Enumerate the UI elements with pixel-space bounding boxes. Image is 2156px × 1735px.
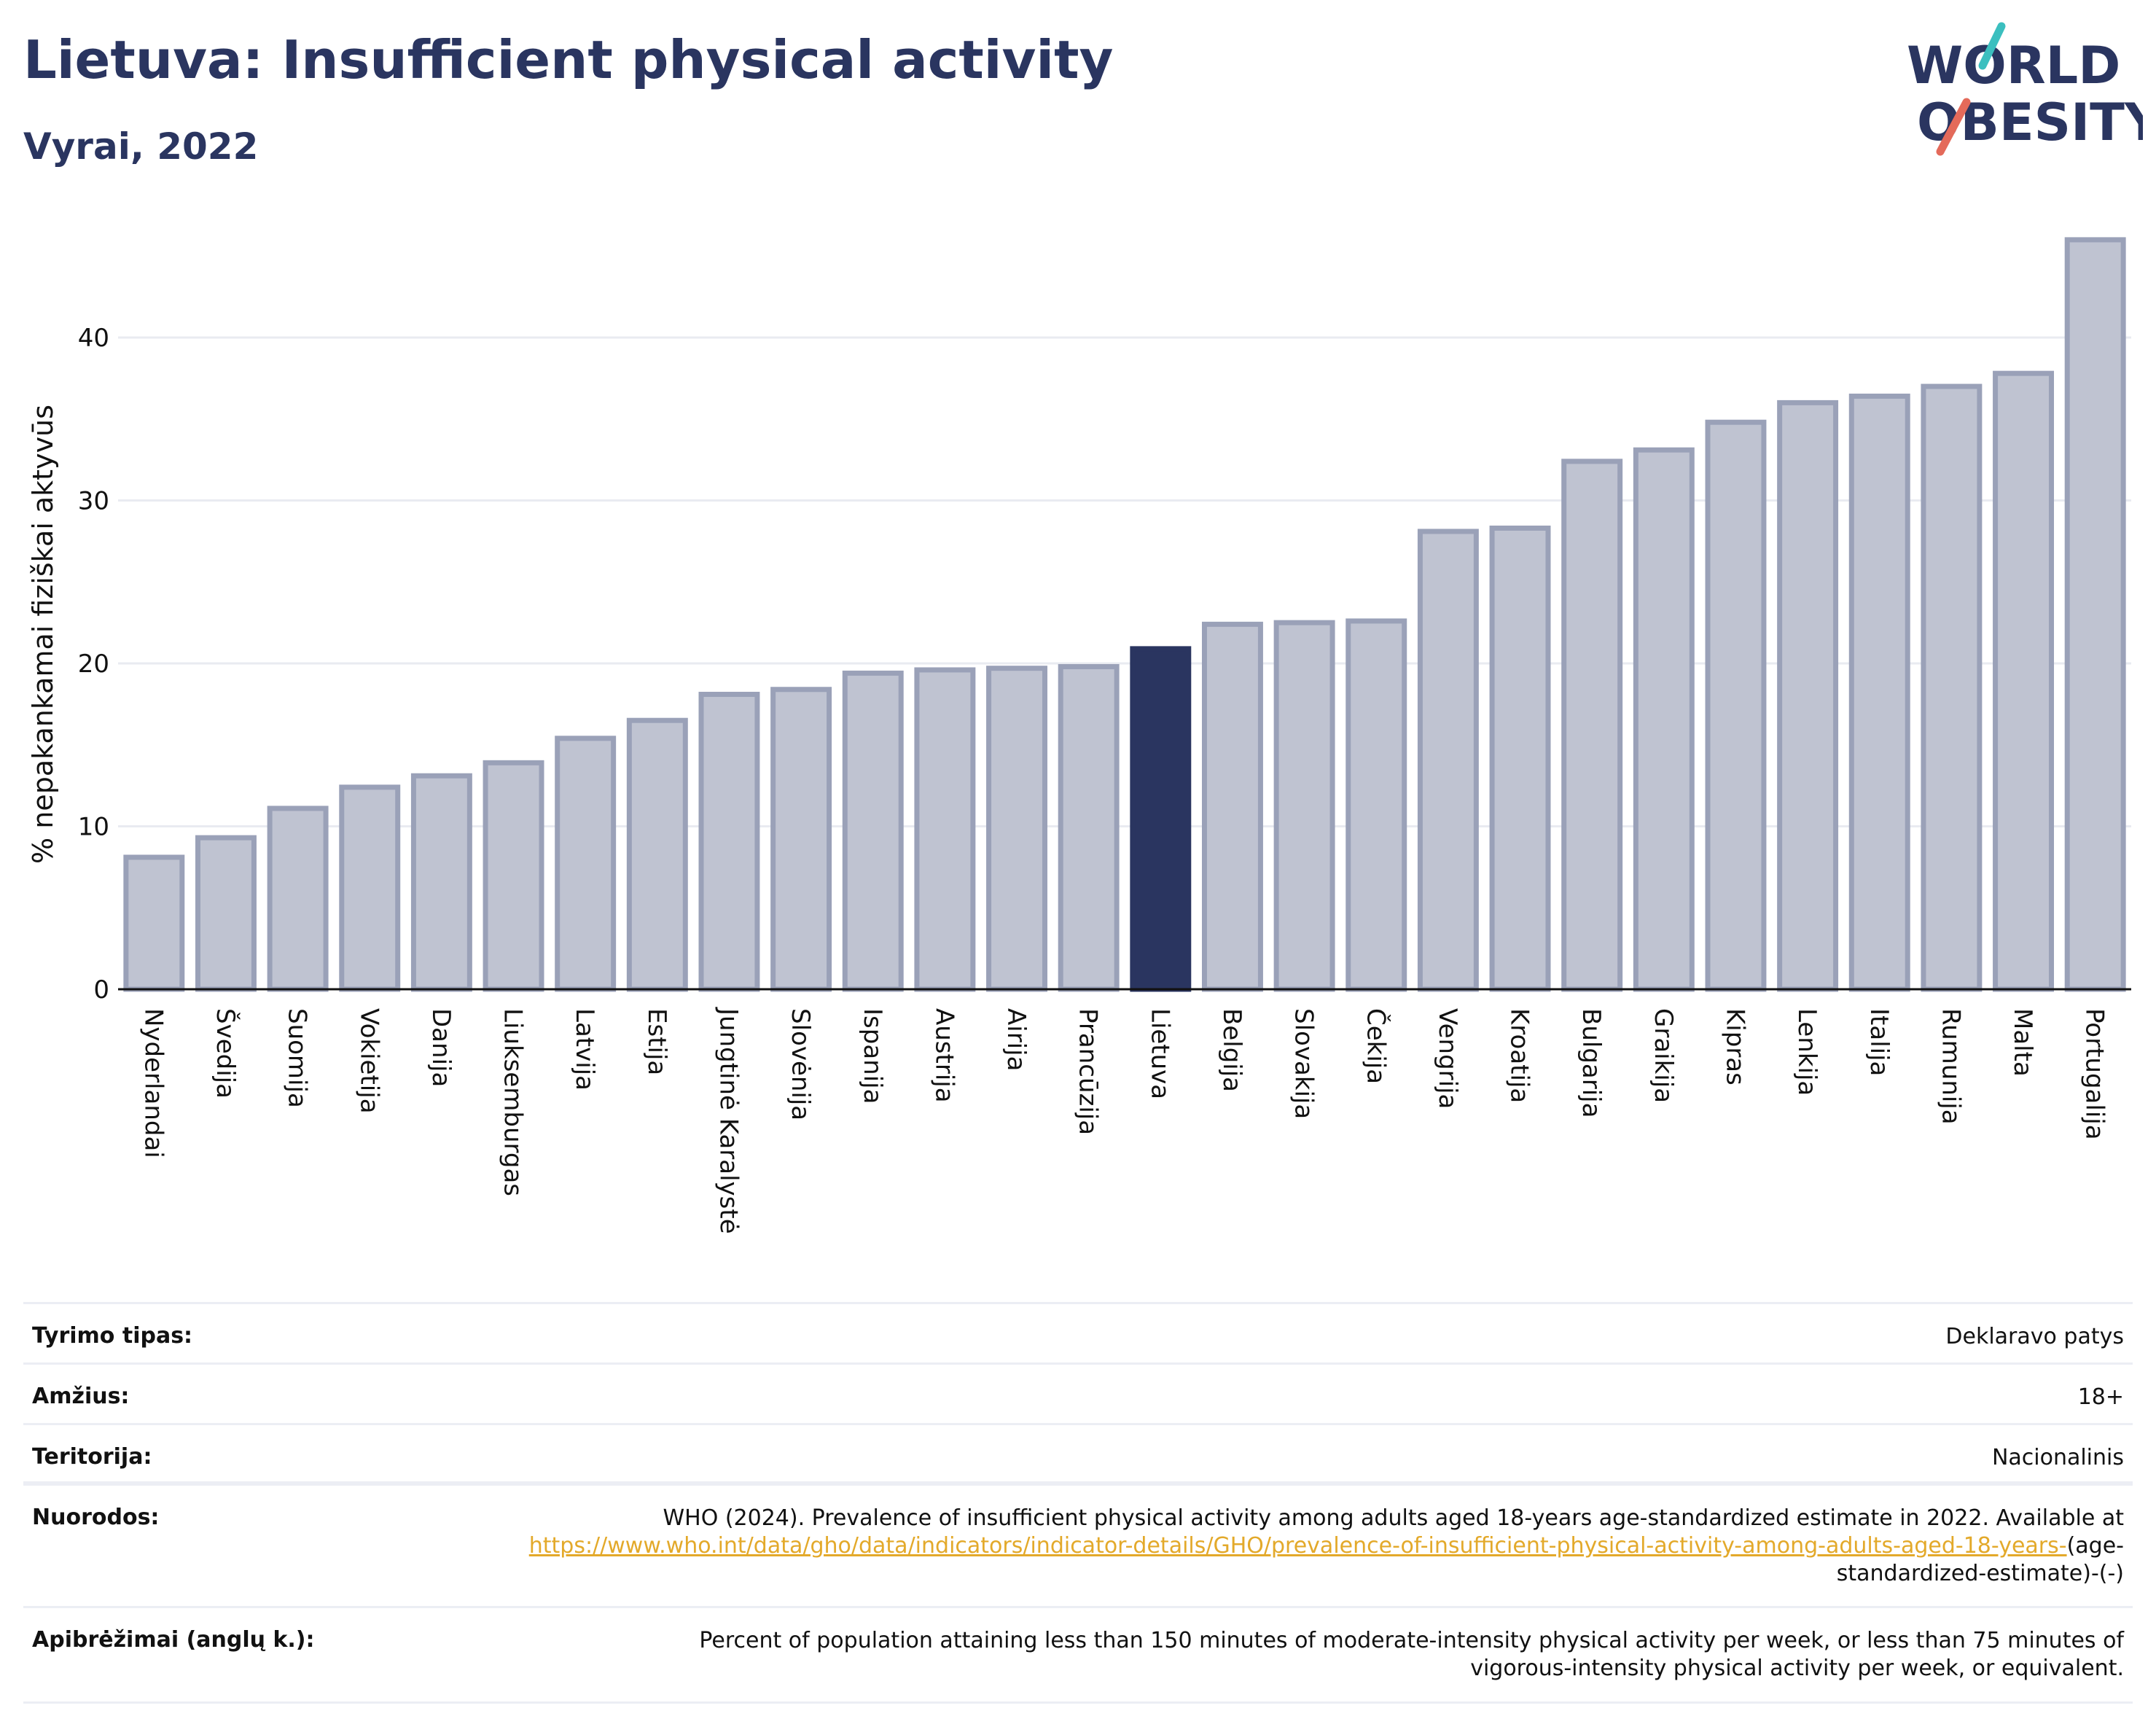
x-tick-label: Belgija bbox=[1217, 1008, 1246, 1092]
x-tick-label: Vokietija bbox=[354, 1008, 383, 1114]
x-tick-label: Portugalija bbox=[2080, 1008, 2109, 1140]
y-tick-label: 20 bbox=[78, 650, 109, 679]
references-suffix: (age-standardized-estimate)-(-) bbox=[1836, 1533, 2124, 1586]
x-tick-label: Slovėnija bbox=[786, 1008, 815, 1120]
x-tick-label: Latvija bbox=[570, 1008, 599, 1091]
meta-value: Nacionalinis bbox=[1991, 1445, 2124, 1470]
x-tick-label: Suomija bbox=[283, 1008, 312, 1108]
y-tick-label: 10 bbox=[78, 813, 109, 842]
bar bbox=[1201, 621, 1263, 992]
bar bbox=[1417, 529, 1479, 992]
x-tick-label: Švedija bbox=[211, 1008, 241, 1099]
page-title: Lietuva: Insufficient physical activity bbox=[23, 29, 1114, 90]
bar bbox=[483, 760, 544, 992]
x-tick-label: Slovakija bbox=[1289, 1008, 1319, 1119]
bar bbox=[626, 717, 688, 992]
bar bbox=[698, 691, 760, 992]
references-link[interactable]: https://www.who.int/data/gho/data/indica… bbox=[528, 1533, 2067, 1559]
y-axis-label: % nepakankamai fiziškai aktyvūs bbox=[27, 405, 59, 864]
x-tick-label: Ispanija bbox=[858, 1008, 887, 1104]
y-tick-label: 40 bbox=[78, 324, 109, 353]
bar bbox=[1777, 399, 1839, 992]
x-tick-label: Prancūzija bbox=[1074, 1008, 1103, 1135]
meta-row: Amžius: 18+ bbox=[23, 1362, 2133, 1423]
bar bbox=[1633, 447, 1695, 992]
label-layer: Nyderlandai Švedija Suomija Vokietija Danija… bbox=[138, 1007, 2109, 1234]
bar-chart: 0 10 20 30 40 Nyderlandai Švedija Suomija Vokie… bbox=[27, 237, 2131, 1234]
meta-row: Tyrimo tipas: Deklaravo patys bbox=[23, 1302, 2133, 1362]
meta-value: Deklaravo patys bbox=[1945, 1324, 2124, 1349]
x-tick-label: Lenkija bbox=[1792, 1008, 1821, 1096]
bar bbox=[1705, 419, 1767, 992]
x-tick-label: Graikija bbox=[1649, 1008, 1678, 1103]
x-tick-label: Austrija bbox=[929, 1008, 958, 1103]
meta-key: Apibrėžimai (anglų k.): bbox=[32, 1627, 315, 1653]
bar bbox=[1561, 459, 1623, 992]
bar bbox=[410, 773, 472, 992]
bar bbox=[1993, 370, 2055, 992]
metadata-table: Tyrimo tipas: Deklaravo patys Amžius: 18+ Te… bbox=[23, 1302, 2133, 1704]
bar bbox=[770, 687, 832, 992]
bar bbox=[1848, 393, 1910, 992]
x-tick-label: Kroatija bbox=[1505, 1008, 1534, 1103]
references-text: WHO (2024). Prevalence of insufficient p… bbox=[663, 1505, 2124, 1531]
meta-row: Teritorija: Nacionalinis bbox=[23, 1423, 2133, 1483]
logo-slash-bottom bbox=[1936, 98, 1971, 156]
bar bbox=[1058, 663, 1120, 992]
x-tick-label: Nyderlandai bbox=[138, 1008, 168, 1158]
meta-row-references: Nuorodos: WHO (2024). Prevalence of insu… bbox=[23, 1483, 2133, 1606]
bar-highlight bbox=[1130, 646, 1192, 992]
y-tick-label: 0 bbox=[93, 975, 109, 1005]
bar bbox=[123, 854, 185, 992]
x-tick-label: Vengrija bbox=[1433, 1008, 1462, 1109]
x-tick-label: Jungtinė Karalystė bbox=[714, 1007, 743, 1234]
meta-key: Nuorodos: bbox=[32, 1505, 160, 1530]
x-tick-label: Rumunija bbox=[1936, 1008, 1965, 1125]
bar bbox=[1345, 618, 1407, 992]
meta-value: 18+ bbox=[2077, 1384, 2124, 1410]
bar-layer bbox=[123, 237, 2126, 992]
x-tick-label: Malta bbox=[2008, 1008, 2037, 1077]
page-subtitle: Vyrai, 2022 bbox=[23, 125, 259, 168]
x-tick-label: Estija bbox=[642, 1008, 671, 1075]
bar bbox=[195, 835, 257, 992]
bar bbox=[914, 667, 976, 992]
y-tick-label: 30 bbox=[78, 487, 109, 516]
bar bbox=[986, 666, 1048, 992]
x-tick-label: Čekija bbox=[1361, 1008, 1391, 1084]
bar bbox=[339, 784, 401, 992]
bar bbox=[267, 806, 329, 992]
bar bbox=[2064, 237, 2126, 992]
x-tick-label: Italija bbox=[1864, 1008, 1894, 1076]
meta-value: WHO (2024). Prevalence of insufficient p… bbox=[520, 1505, 2124, 1588]
world-obesity-logo: WORLD OBESITY bbox=[1907, 22, 2143, 156]
meta-key: Teritorija: bbox=[32, 1444, 152, 1470]
bar bbox=[1489, 525, 1551, 992]
axis-layer: 0 10 20 30 40 bbox=[78, 324, 2131, 1005]
x-tick-label: Danija bbox=[426, 1008, 456, 1087]
x-tick-label: Airija bbox=[1001, 1008, 1031, 1071]
x-tick-label: Lietuva bbox=[1145, 1008, 1174, 1099]
bar bbox=[1273, 620, 1335, 992]
bar bbox=[555, 736, 617, 992]
x-tick-label: Bulgarija bbox=[1577, 1008, 1606, 1118]
meta-key: Tyrimo tipas: bbox=[32, 1323, 193, 1349]
meta-key: Amžius: bbox=[32, 1384, 130, 1409]
x-tick-label: Liuksemburgas bbox=[499, 1008, 528, 1196]
logo-line1: WORLD bbox=[1907, 36, 2120, 95]
x-tick-label: Kipras bbox=[1720, 1008, 1749, 1085]
meta-row-definitions: Apibrėžimai (anglų k.): Percent of popul… bbox=[23, 1606, 2133, 1704]
bar bbox=[1921, 383, 1983, 992]
logo-slash-top bbox=[1978, 22, 2006, 70]
meta-value: Percent of population attaining less tha… bbox=[699, 1628, 2124, 1681]
bar bbox=[842, 670, 904, 992]
